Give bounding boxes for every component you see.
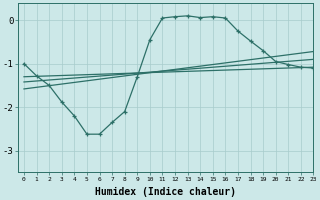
X-axis label: Humidex (Indice chaleur): Humidex (Indice chaleur) (95, 187, 236, 197)
